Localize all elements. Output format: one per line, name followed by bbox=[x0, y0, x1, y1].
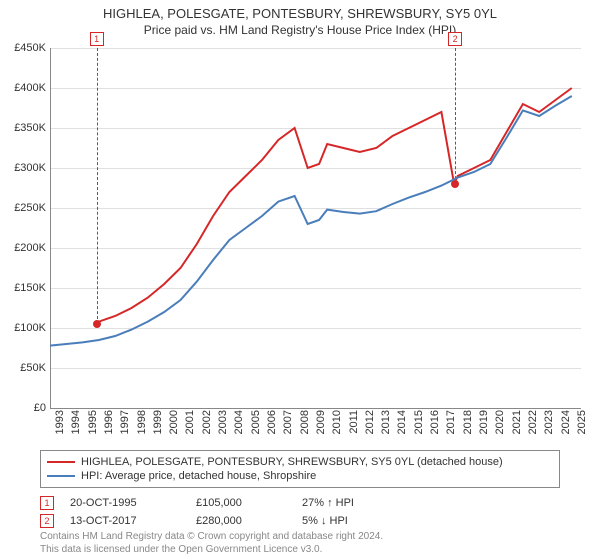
x-tick-label: 2014 bbox=[396, 410, 408, 434]
chart-area: 12 £0£50K£100K£150K£200K£250K£300K£350K£… bbox=[50, 48, 580, 408]
x-tick-label: 2004 bbox=[233, 410, 245, 434]
x-tick-label: 2013 bbox=[380, 410, 392, 434]
transaction-price: £280,000 bbox=[196, 515, 286, 527]
y-tick-label: £250K bbox=[2, 202, 46, 214]
transaction-pct: 5% ↓ HPI bbox=[302, 515, 392, 527]
x-tick-label: 2012 bbox=[364, 410, 376, 434]
transaction-table: 1 20-OCT-1995 £105,000 27% ↑ HPI 2 13-OCT-201… bbox=[40, 494, 560, 530]
transaction-date: 13-OCT-2017 bbox=[70, 515, 180, 527]
x-tick-label: 2009 bbox=[315, 410, 327, 434]
footer-line-2: This data is licensed under the Open Gov… bbox=[40, 543, 383, 556]
x-tick-label: 2016 bbox=[429, 410, 441, 434]
series-property bbox=[96, 88, 572, 324]
x-tick-label: 2000 bbox=[168, 410, 180, 434]
series-hpi bbox=[50, 96, 572, 346]
transaction-marker-box: 2 bbox=[448, 32, 462, 46]
chart-container: HIGHLEA, POLESGATE, PONTESBURY, SHREWSBU… bbox=[0, 0, 600, 560]
x-tick-label: 1993 bbox=[54, 410, 66, 434]
transaction-row: 2 13-OCT-2017 £280,000 5% ↓ HPI bbox=[40, 512, 560, 530]
x-tick-label: 2003 bbox=[217, 410, 229, 434]
footer-line-1: Contains HM Land Registry data © Crown c… bbox=[40, 530, 383, 543]
x-tick-label: 2001 bbox=[184, 410, 196, 434]
x-tick-label: 1995 bbox=[87, 410, 99, 434]
x-tick-label: 2018 bbox=[462, 410, 474, 434]
transaction-price: £105,000 bbox=[196, 497, 286, 509]
x-tick-label: 1997 bbox=[119, 410, 131, 434]
y-tick-label: £350K bbox=[2, 122, 46, 134]
x-tick-label: 2011 bbox=[348, 410, 360, 434]
x-tick-label: 2020 bbox=[494, 410, 506, 434]
legend-label: HPI: Average price, detached house, Shro… bbox=[81, 470, 316, 482]
x-tick-label: 2021 bbox=[511, 410, 523, 434]
chart-title: HIGHLEA, POLESGATE, PONTESBURY, SHREWSBU… bbox=[0, 0, 600, 21]
transaction-marker-box: 1 bbox=[90, 32, 104, 46]
x-tick-label: 1998 bbox=[136, 410, 148, 434]
attribution-footer: Contains HM Land Registry data © Crown c… bbox=[40, 530, 383, 556]
x-tick-label: 1999 bbox=[152, 410, 164, 434]
line-series-layer bbox=[50, 48, 580, 408]
legend-label: HIGHLEA, POLESGATE, PONTESBURY, SHREWSBU… bbox=[81, 456, 503, 468]
x-tick-label: 2022 bbox=[527, 410, 539, 434]
legend-item: HPI: Average price, detached house, Shro… bbox=[47, 469, 553, 483]
transaction-row: 1 20-OCT-1995 £105,000 27% ↑ HPI bbox=[40, 494, 560, 512]
x-tick-label: 2024 bbox=[560, 410, 572, 434]
x-tick-label: 2008 bbox=[299, 410, 311, 434]
transaction-pct: 27% ↑ HPI bbox=[302, 497, 392, 509]
x-tick-label: 2006 bbox=[266, 410, 278, 434]
y-tick-label: £200K bbox=[2, 242, 46, 254]
transaction-index-marker: 1 bbox=[40, 496, 54, 510]
x-tick-label: 2015 bbox=[413, 410, 425, 434]
y-tick-label: £300K bbox=[2, 162, 46, 174]
x-tick-label: 2005 bbox=[250, 410, 262, 434]
y-tick-label: £400K bbox=[2, 82, 46, 94]
x-tick-label: 2025 bbox=[576, 410, 588, 434]
x-tick-label: 1996 bbox=[103, 410, 115, 434]
legend-box: HIGHLEA, POLESGATE, PONTESBURY, SHREWSBU… bbox=[40, 450, 560, 488]
y-tick-label: £0 bbox=[2, 402, 46, 414]
x-tick-label: 2023 bbox=[543, 410, 555, 434]
transaction-date: 20-OCT-1995 bbox=[70, 497, 180, 509]
x-tick-label: 2007 bbox=[282, 410, 294, 434]
x-tick-label: 2019 bbox=[478, 410, 490, 434]
x-tick-label: 1994 bbox=[70, 410, 82, 434]
x-tick-label: 2002 bbox=[201, 410, 213, 434]
transaction-index-marker: 2 bbox=[40, 514, 54, 528]
y-tick-label: £100K bbox=[2, 322, 46, 334]
legend-swatch bbox=[47, 461, 75, 463]
y-tick-label: £50K bbox=[2, 362, 46, 374]
x-tick-label: 2017 bbox=[445, 410, 457, 434]
legend-swatch bbox=[47, 475, 75, 477]
x-tick-label: 2010 bbox=[331, 410, 343, 434]
legend-item: HIGHLEA, POLESGATE, PONTESBURY, SHREWSBU… bbox=[47, 455, 553, 469]
y-tick-label: £450K bbox=[2, 42, 46, 54]
y-tick-label: £150K bbox=[2, 282, 46, 294]
